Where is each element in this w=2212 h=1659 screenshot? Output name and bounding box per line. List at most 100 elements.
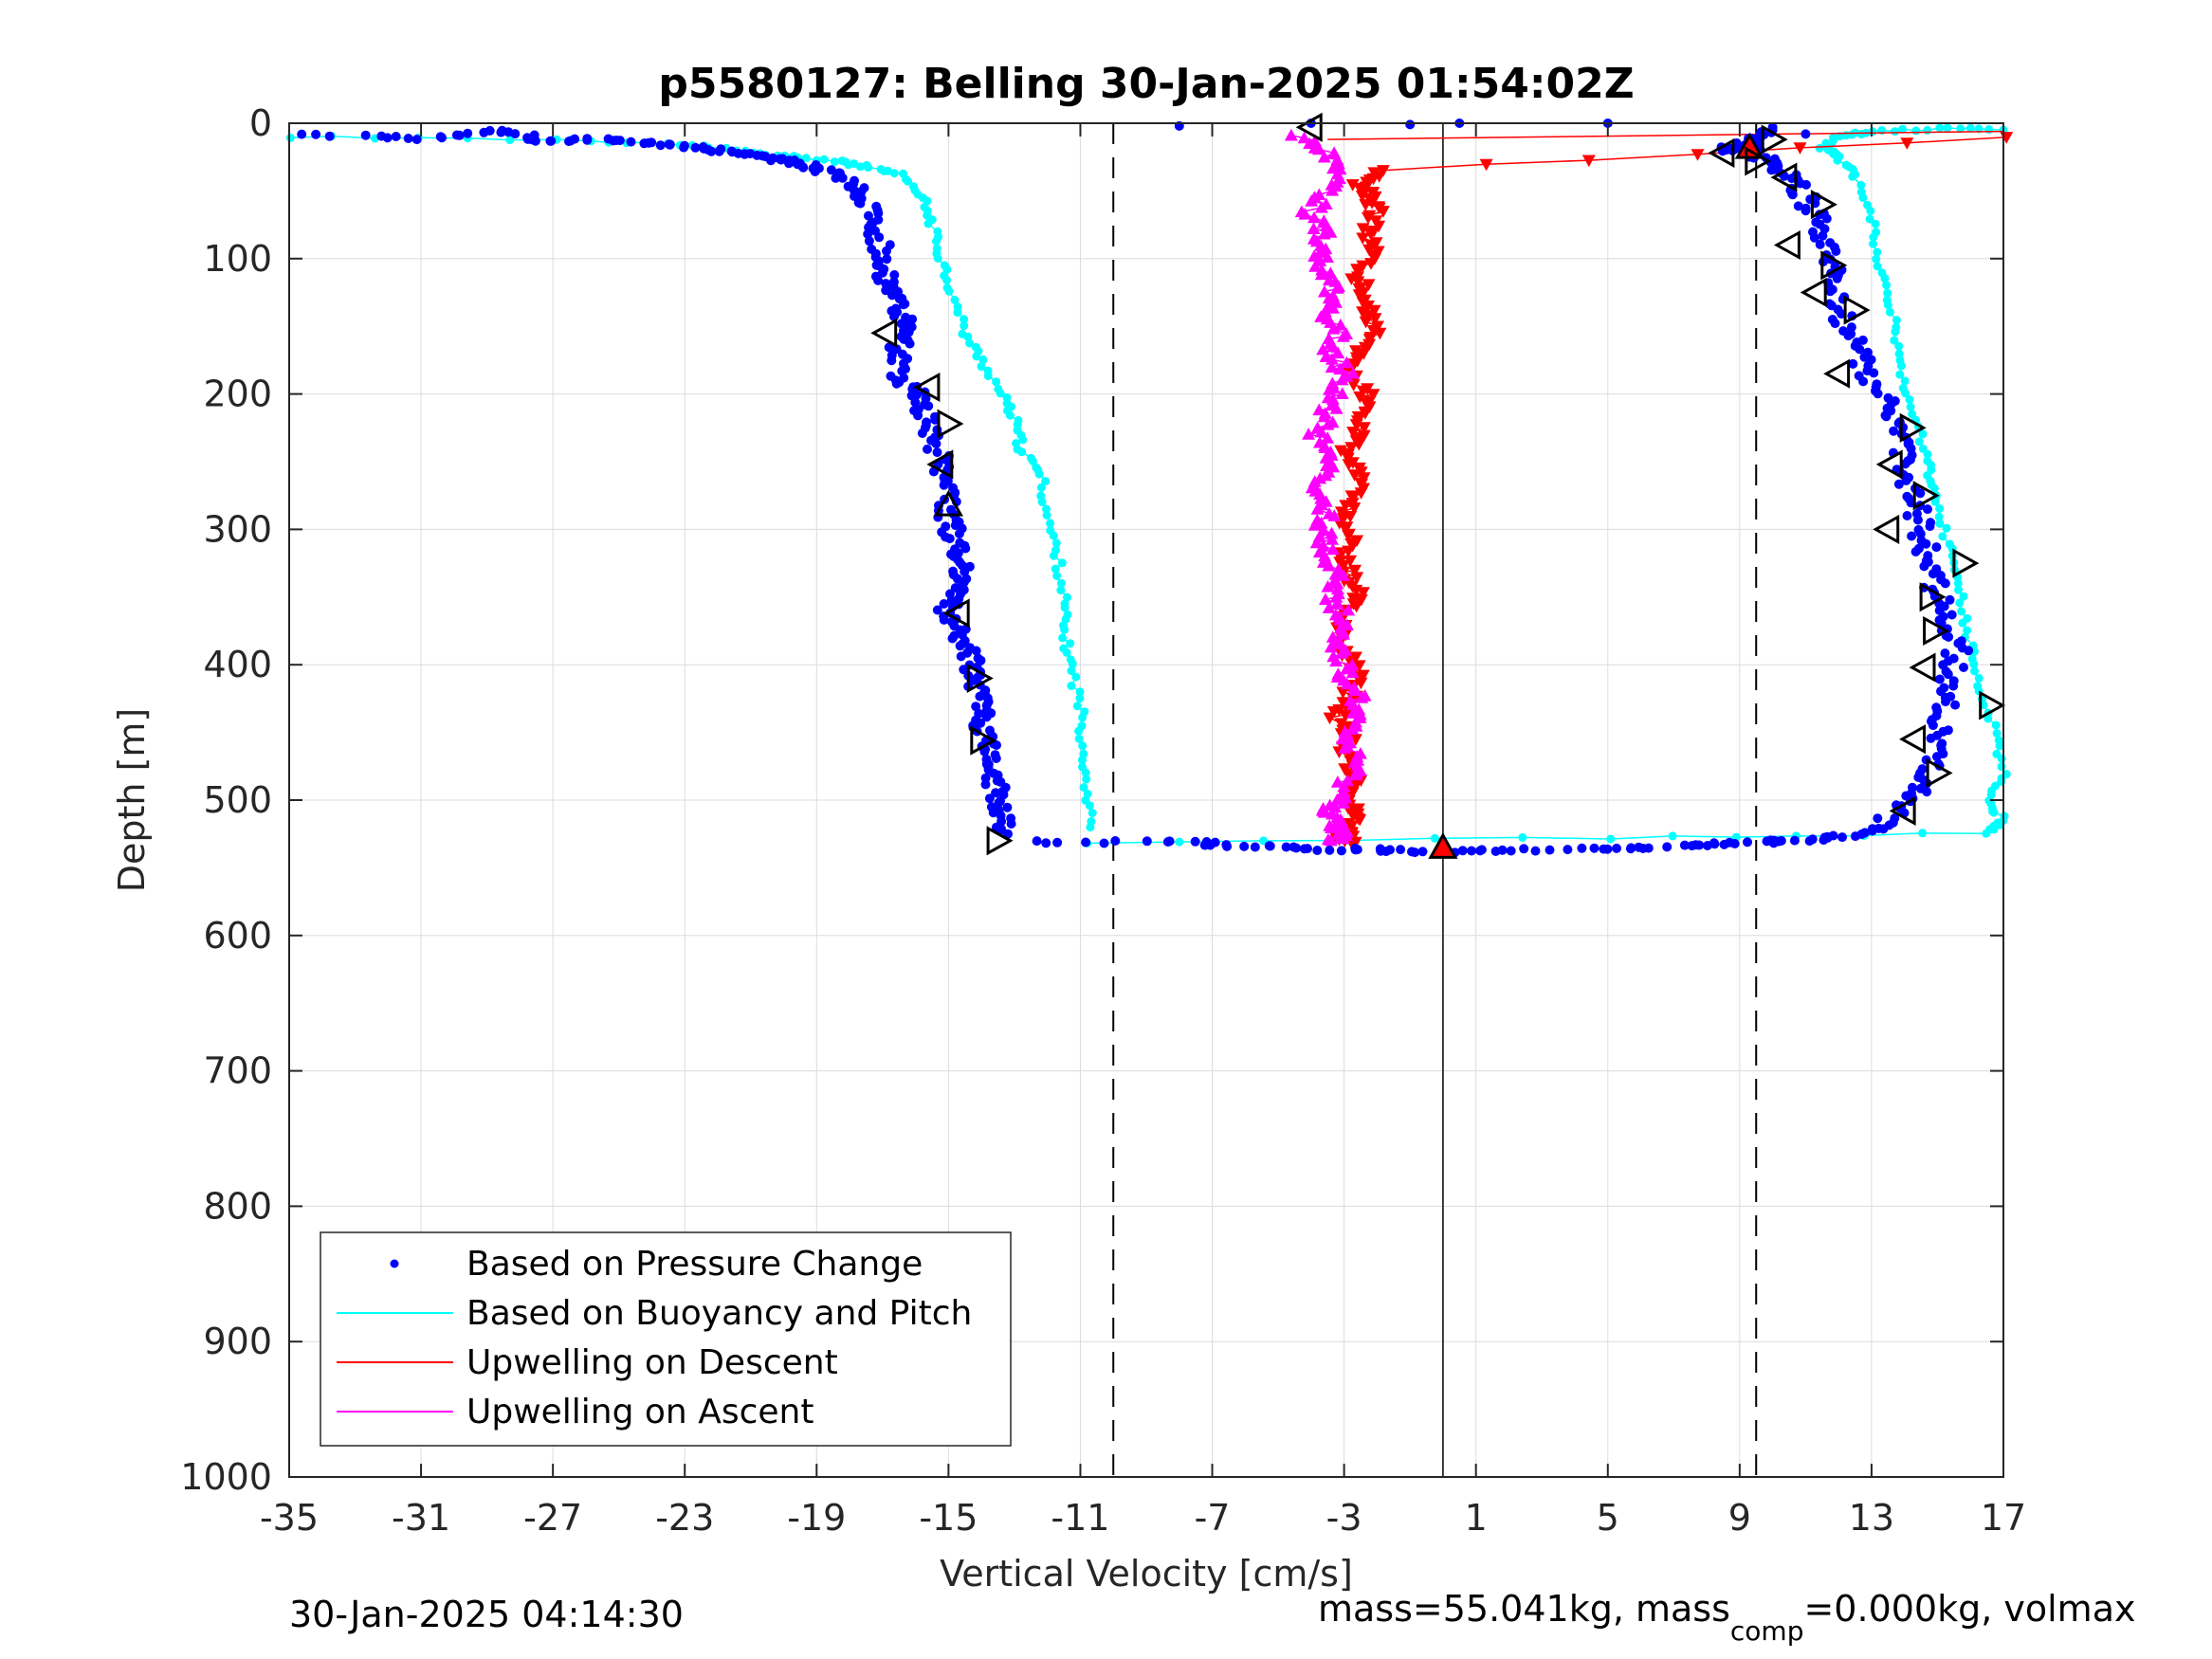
upwelling-ascent-point — [1326, 301, 1340, 314]
pressure-point — [905, 338, 915, 349]
direction-triangle-marker — [1823, 358, 1851, 389]
upwelling-descent-point — [1346, 427, 1361, 439]
buoyancy-point — [1945, 539, 1954, 549]
pressure-point — [1396, 845, 1406, 855]
buoyancy-point — [1060, 603, 1069, 612]
buoyancy-point — [1918, 829, 1928, 838]
buoyancy-point — [1954, 585, 1963, 594]
buoyancy-point — [1071, 672, 1081, 682]
direction-triangle-marker — [1761, 124, 1788, 155]
direction-triangle-marker — [942, 598, 970, 629]
pressure-point — [1828, 830, 1838, 841]
pressure-point — [1801, 129, 1811, 139]
pressure-point — [1908, 782, 1917, 793]
legend-entry-upwelling-ascent: Upwelling on Ascent — [337, 1393, 814, 1431]
upwelling-descent-point — [1354, 487, 1368, 500]
buoyancy-point — [1041, 477, 1051, 486]
upwelling-descent-point — [1344, 555, 1358, 568]
pressure-point — [1859, 828, 1870, 838]
pressure-point — [626, 137, 636, 147]
x-tick-label: 17 — [1981, 1497, 2026, 1539]
pressure-point — [1907, 531, 1917, 541]
buoyancy-point — [1970, 666, 1979, 676]
upwelling-ascent-point — [1314, 267, 1328, 281]
buoyancy-point — [983, 372, 993, 380]
legend-label-upwelling-ascent: Upwelling on Ascent — [466, 1393, 814, 1431]
pressure-point — [1475, 846, 1486, 856]
buoyancy-point — [883, 166, 892, 175]
buoyancy-point — [1083, 790, 1092, 798]
upwelling-descent-point — [1357, 348, 1371, 360]
direction-triangle-marker — [1952, 548, 1980, 578]
pressure-point — [864, 210, 873, 221]
pressure-point — [931, 439, 941, 448]
pressure-point — [776, 155, 786, 165]
buoyancy-point — [1882, 281, 1892, 290]
buoyancy-point — [1049, 551, 1058, 560]
buoyancy-point — [1066, 639, 1075, 648]
direction-triangle-marker — [1734, 132, 1764, 159]
upwelling-descent-point — [1326, 706, 1341, 719]
upwelling-ascent-point — [1340, 356, 1354, 369]
upwelling-descent-point — [1342, 545, 1356, 558]
upwelling-descent-point — [1342, 459, 1356, 471]
pressure-point — [1625, 844, 1636, 854]
pressure-point — [991, 788, 1001, 798]
pressure-point — [1743, 837, 1752, 848]
buoyancy-point — [1955, 598, 1965, 608]
buoyancy-point — [1056, 586, 1066, 595]
pressure-point — [463, 128, 473, 138]
upwelling-ascent-point — [1307, 222, 1321, 234]
buoyancy-point — [1037, 498, 1047, 506]
upwelling-descent-point — [1344, 442, 1359, 454]
pressure-point — [1385, 845, 1395, 855]
pressure-point — [1032, 836, 1042, 847]
pressure-point — [1312, 846, 1323, 855]
pressure-point — [917, 428, 927, 438]
buoyancy-point — [1918, 429, 1928, 439]
pressure-point — [1824, 299, 1835, 309]
pressure-point — [1545, 845, 1555, 855]
pressure-point — [881, 279, 891, 289]
pressure-point — [1679, 840, 1690, 850]
upwelling-ascent-point — [1314, 425, 1328, 438]
buoyancy-point — [1835, 132, 1844, 141]
data-marks — [285, 118, 2014, 858]
pressure-point — [882, 246, 891, 256]
upwelling-ascent-point — [1329, 591, 1344, 603]
upwelling-descent-point — [1354, 593, 1368, 607]
buoyancy-point — [801, 154, 811, 163]
buoyancy-point — [1942, 523, 1951, 533]
pressure-point — [1405, 119, 1416, 130]
upwelling-descent-point — [1358, 341, 1372, 355]
y-tick-label: 900 — [203, 1321, 272, 1362]
footer-mass-part-1: mass=55.041kg, mass — [1318, 1588, 1730, 1630]
pressure-point — [1041, 838, 1051, 848]
pressure-point — [690, 142, 701, 153]
upwelling-ascent-point — [1330, 282, 1344, 294]
buoyancy-point — [1872, 254, 1881, 264]
direction-triangle-marker — [1899, 724, 1926, 755]
pressure-point — [873, 275, 884, 285]
upwelling-descent-point — [1367, 304, 1381, 318]
y-tick-label: 0 — [249, 102, 272, 144]
pressure-point — [988, 808, 998, 818]
buoyancy-point — [1905, 394, 1914, 404]
pressure-point — [1325, 845, 1335, 855]
direction-triangle-marker — [937, 409, 964, 439]
buoyancy-point — [1868, 127, 1877, 137]
y-tick-label: 200 — [203, 374, 272, 415]
y-tick-label: 600 — [203, 915, 272, 957]
upwelling-descent-point — [1353, 391, 1367, 404]
pressure-point — [679, 142, 689, 153]
x-tick-label: -3 — [1326, 1497, 1362, 1539]
pressure-point — [1770, 154, 1780, 164]
pressure-point — [1956, 636, 1966, 647]
pressure-point — [1081, 837, 1091, 848]
buoyancy-point — [1606, 834, 1616, 844]
upwelling-descent-point — [1336, 686, 1350, 700]
buoyancy-point — [1068, 659, 1077, 668]
buoyancy-point — [1082, 775, 1091, 784]
pressure-point — [1874, 823, 1884, 833]
pressure-point — [944, 534, 955, 544]
